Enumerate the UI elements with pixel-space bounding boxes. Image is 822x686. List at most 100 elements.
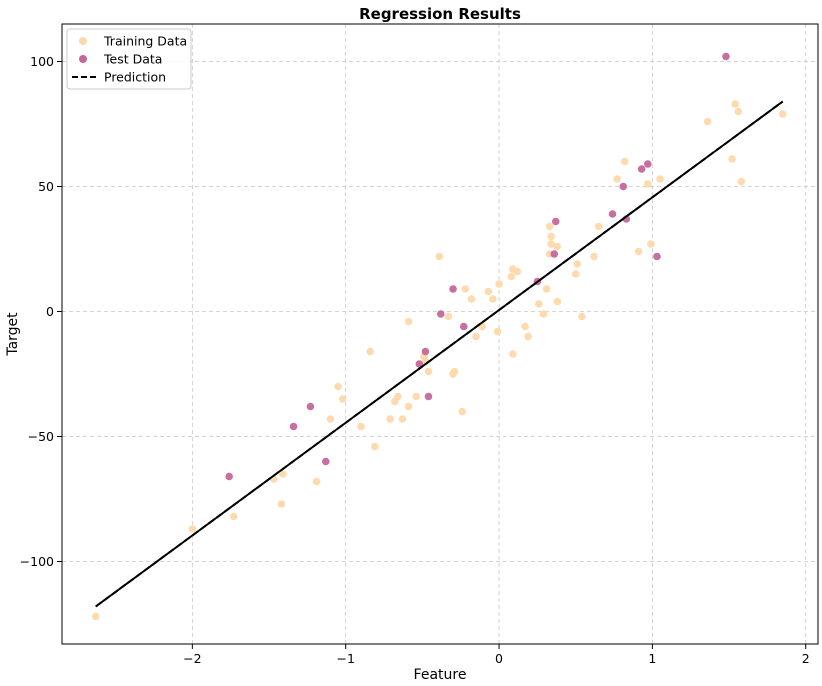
training-point	[778, 110, 787, 118]
training-point	[542, 285, 551, 293]
test-point	[436, 310, 445, 318]
training-point	[524, 332, 532, 341]
training-point	[489, 295, 497, 303]
training-point	[513, 267, 522, 276]
training-point	[643, 180, 652, 188]
training-point	[484, 287, 493, 296]
y-tick-label: 0	[46, 304, 54, 319]
test-point	[449, 285, 457, 293]
legend-test-label: Test Data	[103, 52, 162, 67]
legend-prediction-label: Prediction	[104, 70, 166, 85]
prediction-layer	[95, 100, 784, 608]
training-point	[472, 332, 480, 341]
training-point	[334, 382, 342, 391]
legend-test-marker	[79, 55, 87, 63]
training-point	[594, 222, 603, 231]
training-point	[737, 177, 746, 186]
legend-training-label: Training Data	[103, 34, 187, 49]
training-point	[444, 312, 453, 321]
test-point	[722, 52, 730, 61]
training-point	[394, 392, 402, 401]
training-point	[338, 395, 347, 403]
test-point	[459, 322, 468, 331]
training-point	[229, 512, 238, 521]
test-point	[619, 182, 628, 191]
prediction-line	[95, 100, 784, 608]
x-tick-label: −1	[336, 651, 354, 666]
training-point	[412, 392, 421, 401]
y-tick-label: 50	[38, 179, 54, 194]
training-point	[553, 297, 562, 306]
training-point	[435, 252, 444, 261]
training-point	[634, 247, 643, 256]
training-point	[450, 367, 459, 376]
training-point	[539, 310, 548, 318]
y-axis-label: Target	[5, 312, 21, 357]
test-point	[424, 392, 433, 401]
test-point	[643, 160, 652, 168]
training-point	[703, 117, 712, 126]
chart-title: Regression Results	[359, 5, 521, 23]
y-tick-label: −100	[20, 554, 54, 569]
training-point	[493, 327, 502, 336]
test-point	[306, 402, 315, 411]
training-point	[521, 322, 529, 331]
training-point	[535, 300, 543, 308]
x-tick-label: −2	[183, 651, 201, 666]
test-point	[551, 217, 560, 226]
training-point	[547, 232, 555, 241]
training-point	[573, 260, 582, 268]
test-point	[421, 347, 430, 356]
test-point	[321, 457, 330, 466]
training-point	[590, 252, 598, 261]
training-point	[312, 477, 321, 486]
training-point	[91, 612, 100, 621]
training-point	[398, 415, 407, 423]
training-point	[545, 222, 554, 231]
x-tick-label: 2	[802, 651, 810, 666]
x-axis-label: Feature	[414, 667, 467, 683]
training-point	[326, 415, 335, 423]
training-point	[734, 107, 743, 116]
plot-frame	[61, 23, 819, 645]
training-point	[279, 470, 287, 478]
y-axis-ticks: −100 −50 0 50 100	[20, 54, 62, 569]
training-point	[553, 242, 562, 251]
training-point	[357, 422, 365, 431]
training-point	[728, 155, 736, 163]
training-point	[571, 270, 580, 278]
training-point	[578, 312, 586, 321]
training-point	[495, 280, 503, 288]
training-point	[620, 157, 629, 166]
training-point	[424, 367, 433, 376]
x-tick-label: 0	[495, 651, 503, 666]
test-point	[415, 360, 424, 368]
test-point	[653, 252, 661, 261]
training-point	[647, 240, 655, 248]
y-tick-label: −50	[28, 429, 54, 444]
legend-box	[66, 28, 192, 90]
training-point	[656, 175, 664, 183]
training-point	[731, 100, 739, 108]
x-tick-label: 1	[648, 651, 656, 666]
training-point	[461, 285, 470, 293]
training-point	[404, 317, 413, 326]
training-point	[277, 500, 286, 508]
training-point	[366, 347, 375, 356]
legend: Training Data Test Data Prediction	[66, 28, 192, 90]
test-point	[637, 165, 646, 173]
x-axis-ticks: −2 −1 0 1 2	[183, 644, 810, 666]
test-point	[550, 250, 559, 258]
training-point	[404, 402, 413, 411]
training-point	[613, 175, 621, 183]
training-point	[188, 525, 197, 533]
training-point	[458, 407, 467, 416]
test-point	[289, 422, 298, 431]
training-point	[547, 240, 555, 248]
training-point	[386, 415, 394, 423]
legend-training-marker	[79, 37, 87, 45]
test-point	[608, 210, 617, 218]
test-point	[225, 472, 233, 481]
training-point	[507, 272, 516, 281]
